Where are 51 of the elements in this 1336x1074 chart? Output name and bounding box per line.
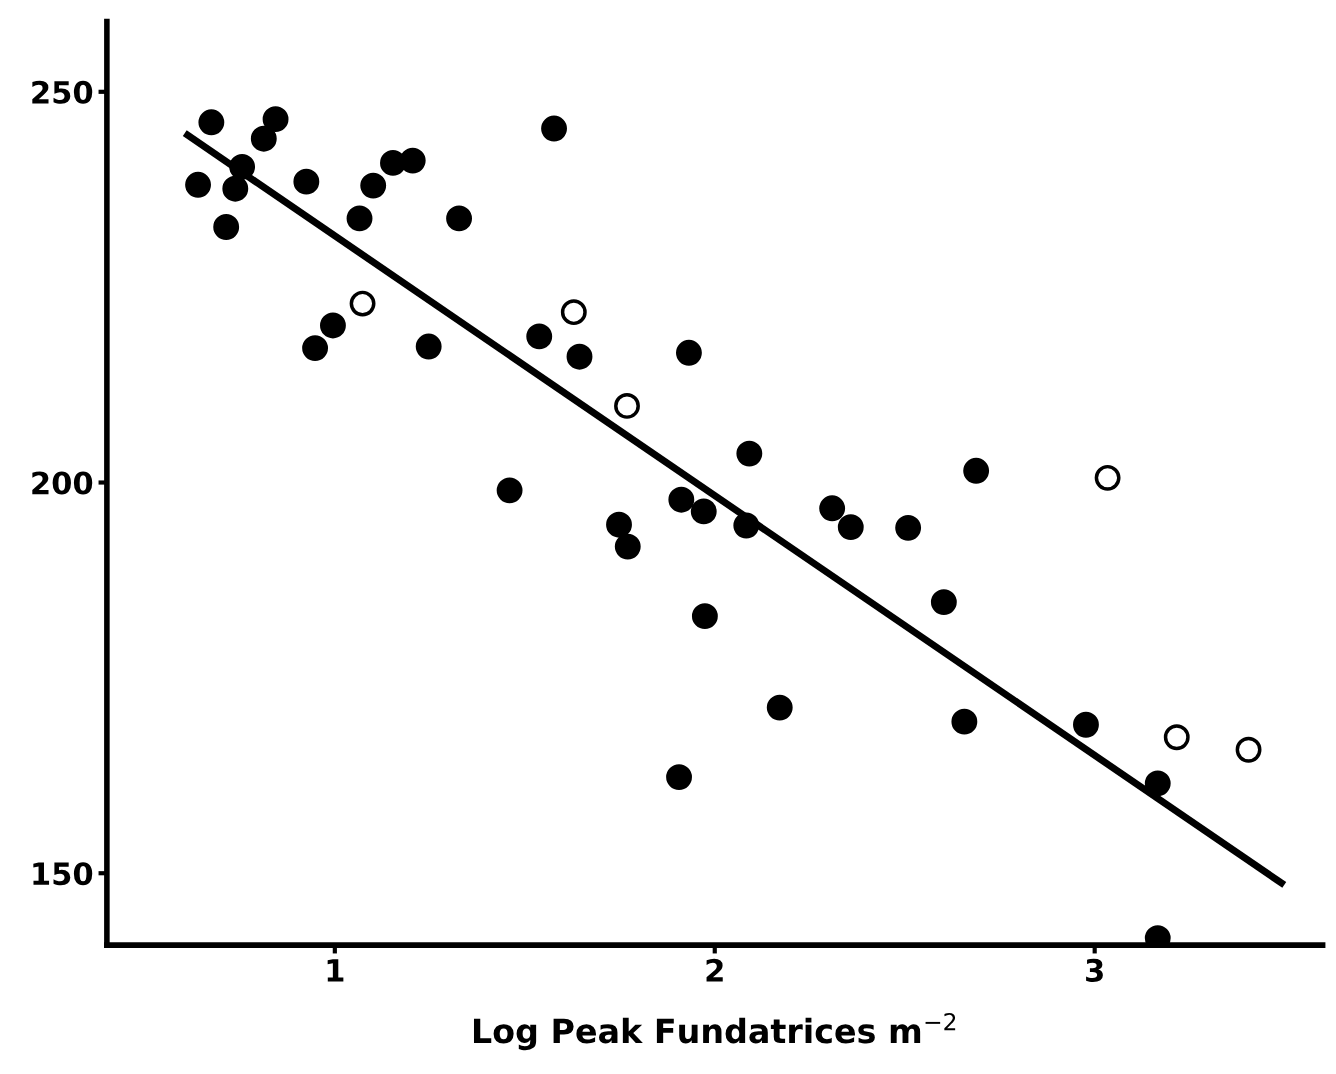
- point: [614, 533, 641, 560]
- point: [691, 603, 718, 630]
- point: [213, 214, 240, 240]
- point: [733, 512, 760, 539]
- y-tick-label: 200: [32, 471, 93, 495]
- point: [614, 393, 640, 419]
- point: [606, 511, 632, 538]
- point: [415, 333, 442, 360]
- point: [222, 175, 249, 202]
- point: [736, 440, 763, 467]
- point: [1144, 770, 1171, 797]
- point: [1163, 724, 1190, 751]
- point: [250, 125, 277, 152]
- point: [360, 172, 387, 199]
- point: [930, 589, 957, 616]
- point: [963, 457, 990, 484]
- point: [229, 153, 256, 180]
- x-axis-title: Log Peak Fundatrices m$^{−2}$: [473, 1012, 956, 1051]
- point: [951, 708, 978, 735]
- point: [346, 205, 373, 232]
- point: [399, 147, 426, 174]
- point: [262, 106, 289, 133]
- x-tick-label: 3: [1086, 958, 1103, 982]
- x-tick-label: 2: [706, 958, 723, 982]
- point: [380, 149, 406, 176]
- y-tick-label: 150: [33, 862, 93, 886]
- point: [446, 205, 473, 232]
- point: [1073, 711, 1099, 738]
- point: [666, 764, 692, 791]
- point: [566, 343, 593, 370]
- point: [541, 115, 567, 142]
- point: [293, 168, 320, 195]
- point: [895, 514, 922, 541]
- point: [1235, 736, 1262, 763]
- point: [1094, 464, 1121, 491]
- point: [185, 171, 211, 198]
- x-tick-label: 1: [327, 959, 344, 982]
- point: [320, 312, 346, 339]
- point: [837, 514, 864, 540]
- point: [560, 299, 587, 326]
- point: [668, 486, 695, 513]
- point: [819, 495, 846, 522]
- point: [526, 323, 553, 350]
- y-tick-label: 250: [32, 80, 93, 104]
- point: [496, 477, 523, 504]
- point: [302, 335, 329, 362]
- point: [675, 339, 702, 366]
- point: [349, 290, 376, 317]
- point: [690, 498, 717, 525]
- point: [198, 109, 225, 136]
- point: [766, 694, 793, 721]
